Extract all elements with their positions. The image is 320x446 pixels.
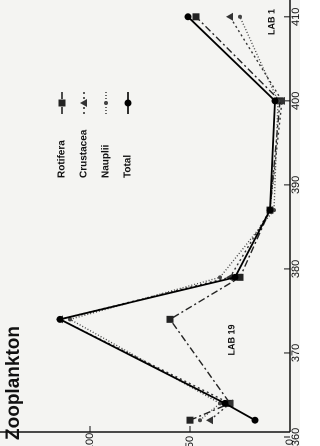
marker	[278, 96, 285, 105]
series-line	[168, 16, 281, 421]
series-line	[57, 16, 276, 421]
legend-label: Crustacea	[79, 129, 90, 178]
legend-label: Nauplii	[101, 144, 112, 178]
legend-label: Rotifera	[57, 140, 68, 178]
marker	[226, 399, 233, 408]
marker	[271, 97, 279, 105]
marker	[58, 99, 66, 107]
y-tick-label: 100	[84, 433, 96, 446]
marker	[221, 399, 229, 407]
marker	[198, 418, 202, 423]
chart-title: Zooplankton	[3, 326, 24, 440]
marker	[192, 13, 200, 21]
marker	[226, 273, 233, 282]
legend-label: Total	[123, 155, 134, 178]
y-tick-label: 0	[284, 439, 296, 445]
marker	[218, 275, 222, 280]
annotation: LAB 1	[266, 9, 276, 35]
marker	[80, 99, 87, 107]
marker	[206, 416, 213, 425]
chart: Zooplankton 0 50 100 360 370 380 390 400 410 Roti…	[0, 0, 300, 446]
x-tick-label: 370	[290, 344, 300, 362]
marker	[186, 416, 194, 424]
marker	[104, 101, 108, 105]
x-tick-label: 380	[290, 260, 300, 278]
marker	[266, 206, 274, 214]
marker	[231, 273, 239, 281]
series-line	[68, 16, 279, 421]
x-tick-label: 410	[290, 8, 300, 26]
y-tick-label: 50	[184, 436, 196, 446]
marker	[236, 273, 244, 281]
marker	[124, 99, 132, 107]
x-tick-label: 390	[290, 176, 300, 194]
marker	[166, 315, 174, 323]
marker	[218, 401, 222, 406]
marker	[68, 317, 72, 322]
annotation: LAB 19	[226, 324, 236, 355]
marker	[226, 12, 233, 21]
x-tick-label: 360	[290, 428, 300, 446]
x-tick-label: 400	[290, 92, 300, 110]
series-line	[57, 16, 283, 421]
marker	[56, 315, 64, 323]
marker	[184, 13, 192, 21]
marker	[251, 416, 259, 424]
marker	[238, 14, 242, 19]
